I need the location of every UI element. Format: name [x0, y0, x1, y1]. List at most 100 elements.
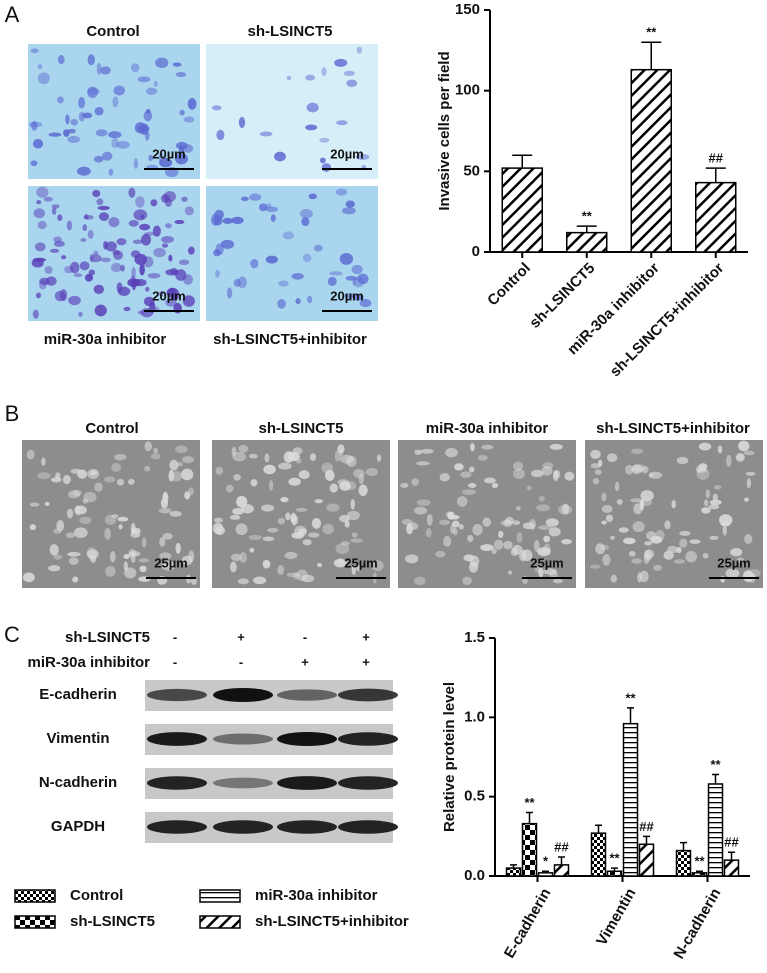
cell — [283, 451, 294, 463]
cell — [285, 512, 291, 521]
condition-sign: - — [173, 654, 177, 669]
cell — [722, 524, 727, 537]
cell — [650, 536, 663, 544]
cell — [400, 482, 409, 488]
cell — [239, 551, 248, 563]
cell — [133, 209, 148, 221]
blot-label: GAPDH — [51, 818, 105, 835]
image-caption: miR-30a inhibitor — [44, 331, 167, 348]
cell — [346, 79, 358, 88]
cell — [163, 191, 177, 203]
cell — [352, 277, 357, 286]
significance-label: ## — [554, 839, 569, 854]
cell — [274, 151, 286, 162]
cell — [451, 520, 460, 528]
cell — [618, 527, 629, 533]
cell — [153, 247, 166, 258]
cell — [664, 520, 671, 530]
cell — [78, 111, 85, 122]
cell — [175, 542, 181, 554]
cell — [53, 236, 62, 243]
cell — [215, 269, 220, 278]
cell — [503, 540, 513, 550]
cell — [643, 552, 650, 565]
image-caption: sh-LSINCT5 — [258, 420, 343, 437]
error-bar — [558, 856, 565, 865]
cell — [343, 70, 355, 77]
cell — [159, 537, 166, 547]
cell — [676, 546, 682, 554]
cell — [128, 550, 141, 557]
cell — [78, 96, 86, 109]
cell — [139, 263, 145, 276]
cell — [327, 276, 337, 286]
cell — [124, 567, 137, 579]
cell — [112, 96, 119, 108]
cell — [181, 196, 188, 202]
y-tick-label: 100 — [455, 82, 480, 99]
cell — [344, 293, 355, 299]
cell — [425, 528, 432, 538]
cell — [235, 523, 248, 536]
cell — [111, 514, 119, 519]
cell — [170, 293, 179, 301]
cell — [689, 539, 701, 544]
cell — [286, 75, 292, 81]
error-bar — [611, 867, 618, 872]
cell — [134, 279, 147, 287]
cell — [336, 558, 345, 566]
cell — [37, 220, 47, 230]
cell — [470, 443, 475, 452]
cell — [601, 520, 607, 525]
band — [147, 732, 207, 746]
cell — [462, 576, 472, 585]
cell — [316, 562, 323, 568]
cell — [445, 447, 458, 458]
cell — [406, 522, 419, 531]
cell — [117, 286, 131, 296]
cell — [262, 536, 275, 542]
cell — [335, 188, 348, 196]
cell — [253, 576, 267, 585]
error-bar — [728, 851, 735, 861]
cell — [250, 258, 259, 269]
cell — [44, 501, 50, 506]
bar — [630, 68, 672, 253]
cell — [92, 189, 101, 198]
scale-label: 25µm — [154, 555, 188, 570]
cell — [359, 299, 372, 308]
cell — [22, 572, 35, 583]
cell — [73, 273, 83, 278]
cell — [168, 469, 175, 482]
cell — [159, 157, 173, 168]
cell — [80, 237, 87, 243]
cell — [161, 243, 169, 248]
cell — [291, 532, 305, 539]
micrograph — [585, 440, 763, 588]
cell — [76, 166, 91, 176]
cell — [39, 279, 47, 290]
cell — [334, 450, 341, 462]
cell — [468, 561, 479, 573]
cell — [342, 207, 356, 215]
cell — [175, 462, 184, 467]
scale-label: 20µm — [152, 146, 186, 161]
x-tick-label: E-cadherin — [501, 885, 554, 961]
cell — [435, 550, 446, 558]
cell — [329, 271, 343, 276]
cell — [181, 468, 194, 481]
y-tick-label: 1.0 — [464, 708, 485, 725]
cell — [589, 564, 601, 569]
cell — [543, 543, 551, 555]
cell — [538, 496, 545, 502]
scale-label: 25µm — [344, 555, 378, 570]
band — [277, 689, 337, 701]
cell — [335, 543, 350, 555]
condition-sign: + — [237, 629, 245, 644]
cell — [420, 448, 434, 454]
cell — [89, 253, 94, 263]
cell — [599, 544, 610, 550]
cell — [175, 269, 187, 281]
cell — [298, 470, 310, 480]
